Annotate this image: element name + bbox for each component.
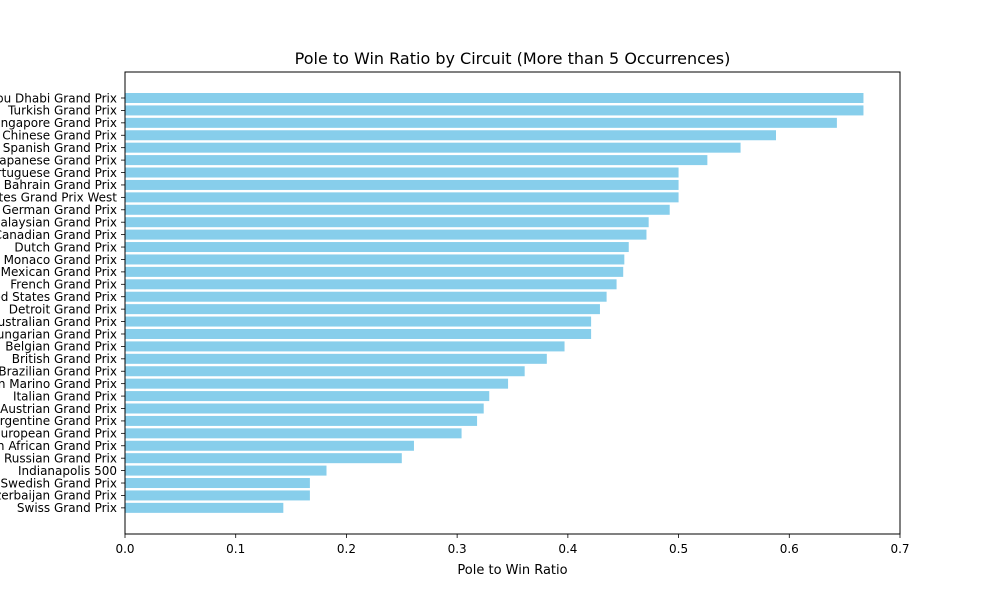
y-tick-label: Abu Dhabi Grand Prix: [0, 91, 117, 105]
bar: [125, 291, 607, 302]
y-tick-label: Portuguese Grand Prix: [0, 166, 117, 180]
x-tick-label: 0.1: [226, 542, 245, 556]
y-tick-label: Mexican Grand Prix: [1, 265, 117, 279]
bar: [125, 179, 679, 190]
y-tick-label: Japanese Grand Prix: [0, 153, 117, 167]
bar: [125, 502, 284, 513]
bar: [125, 341, 565, 352]
bar: [125, 242, 629, 253]
x-tick-label: 0.6: [780, 542, 799, 556]
y-tick-label: Indianapolis 500: [18, 464, 117, 478]
bar: [125, 192, 679, 203]
y-tick-label: United States Grand Prix: [0, 290, 117, 304]
bar: [125, 478, 310, 489]
plot-frame: [124, 71, 901, 535]
y-tick-label: Monaco Grand Prix: [4, 253, 117, 267]
bar: [125, 254, 625, 265]
y-tick-label: United States Grand Prix West: [0, 191, 117, 205]
bar: [125, 353, 547, 364]
bar: [125, 155, 708, 166]
y-tick-label: Swiss Grand Prix: [17, 501, 117, 515]
bar: [125, 366, 525, 377]
bar: [125, 403, 484, 414]
y-tick-label: Brazilian Grand Prix: [0, 365, 117, 379]
bar: [125, 93, 864, 103]
bar: [125, 465, 327, 476]
bar: [125, 304, 600, 315]
bar: [125, 105, 864, 116]
x-tick-label: 0.3: [448, 542, 467, 556]
y-tick-label: Hungarian Grand Prix: [0, 327, 117, 341]
x-axis-label: Pole to Win Ratio: [457, 563, 567, 578]
x-tick-label: 0.7: [890, 542, 909, 556]
y-tick-label: Dutch Grand Prix: [14, 240, 117, 254]
bar: [125, 217, 649, 228]
y-tick-label: Italian Grand Prix: [13, 389, 117, 403]
y-tick-label: Turkish Grand Prix: [7, 104, 117, 118]
bar: [125, 204, 670, 215]
bar: [125, 328, 592, 339]
y-tick-label: Argentine Grand Prix: [0, 414, 117, 428]
bar: [125, 167, 679, 178]
y-tick-label: Russian Grand Prix: [4, 451, 117, 465]
y-tick-label: Singapore Grand Prix: [0, 116, 117, 130]
x-tick-label: 0.4: [558, 542, 577, 556]
x-tick-label: 0.2: [337, 542, 356, 556]
y-tick-label: San Marino Grand Prix: [0, 377, 117, 391]
bar: [125, 378, 509, 389]
y-tick-label: Detroit Grand Prix: [9, 302, 117, 316]
y-tick-label: German Grand Prix: [2, 203, 117, 217]
y-tick-label: Bahrain Grand Prix: [4, 178, 117, 192]
x-axis-ticks: 0.0 0.1 0.2 0.3 0.4 0.5 0.6 0.7: [115, 534, 910, 556]
y-tick-label: Azerbaijan Grand Prix: [0, 489, 117, 503]
x-tick-label: 0.5: [669, 542, 688, 556]
bars-layer: [125, 93, 864, 513]
bar: [125, 490, 310, 501]
bar: [125, 428, 462, 439]
y-tick-label: British Grand Prix: [12, 352, 117, 366]
y-tick-label: European Grand Prix: [0, 427, 117, 441]
y-tick-label: Canadian Grand Prix: [0, 228, 117, 242]
bar: [125, 229, 647, 240]
y-tick-label: South African Grand Prix: [0, 439, 117, 453]
bar: [125, 142, 741, 153]
y-tick-label: Belgian Grand Prix: [5, 340, 117, 354]
y-tick-label: Spanish Grand Prix: [3, 141, 117, 155]
y-tick-label: Australian Grand Prix: [0, 315, 117, 329]
bar: [125, 279, 617, 290]
bar: [125, 130, 776, 141]
y-tick-label: Chinese Grand Prix: [2, 129, 117, 143]
bar: [125, 391, 490, 402]
bar: [125, 266, 624, 277]
bar: [125, 440, 414, 451]
chart-title: Pole to Win Ratio by Circuit (More than …: [295, 49, 731, 68]
bar: [125, 453, 402, 464]
y-tick-label: Swedish Grand Prix: [1, 476, 117, 490]
bar: [125, 415, 478, 426]
bar: [125, 316, 592, 327]
y-tick-label: Malaysian Grand Prix: [0, 216, 117, 230]
y-tick-label: Austrian Grand Prix: [0, 402, 117, 416]
y-tick-label: French Grand Prix: [10, 278, 117, 292]
x-tick-label: 0.0: [115, 542, 134, 556]
bar: [125, 117, 837, 128]
